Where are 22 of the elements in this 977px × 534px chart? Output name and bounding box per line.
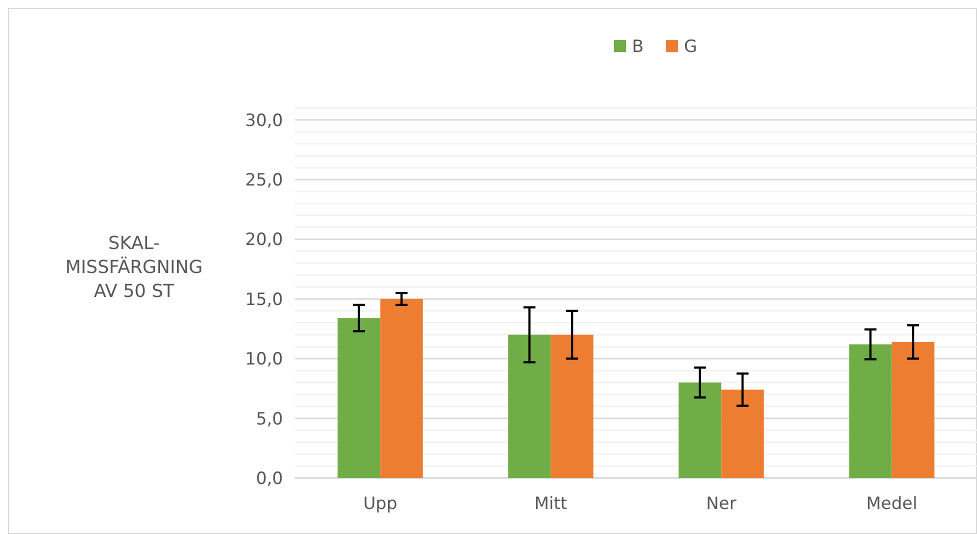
bar: [550, 334, 594, 478]
x-tick-label: Mitt: [534, 494, 568, 514]
legend-label: G: [684, 36, 698, 57]
x-tick-label: Medel: [866, 494, 918, 514]
y-tick-label: 0,0: [256, 468, 283, 489]
bar: [508, 334, 551, 478]
bar: [338, 318, 380, 478]
y-tick-label: 15,0: [245, 290, 283, 310]
bar: [721, 390, 764, 478]
bar: [380, 298, 423, 478]
y-axis-title: SKAL-MISSFÄRGNING AV 50 ST: [65, 233, 203, 302]
y-tick-label: 30,0: [245, 110, 283, 131]
y-tick-label: 5,0: [256, 409, 283, 430]
bar: [892, 342, 934, 478]
legend-label: B: [632, 36, 644, 57]
x-tick-label: Upp: [363, 494, 398, 514]
y-tick-label: 10,0: [245, 350, 283, 370]
x-tick-label: Ner: [706, 494, 736, 514]
bar: [678, 382, 722, 478]
bar: [849, 344, 892, 478]
y-tick-label: 20,0: [245, 230, 283, 250]
y-tick-label: 25,0: [245, 170, 283, 191]
